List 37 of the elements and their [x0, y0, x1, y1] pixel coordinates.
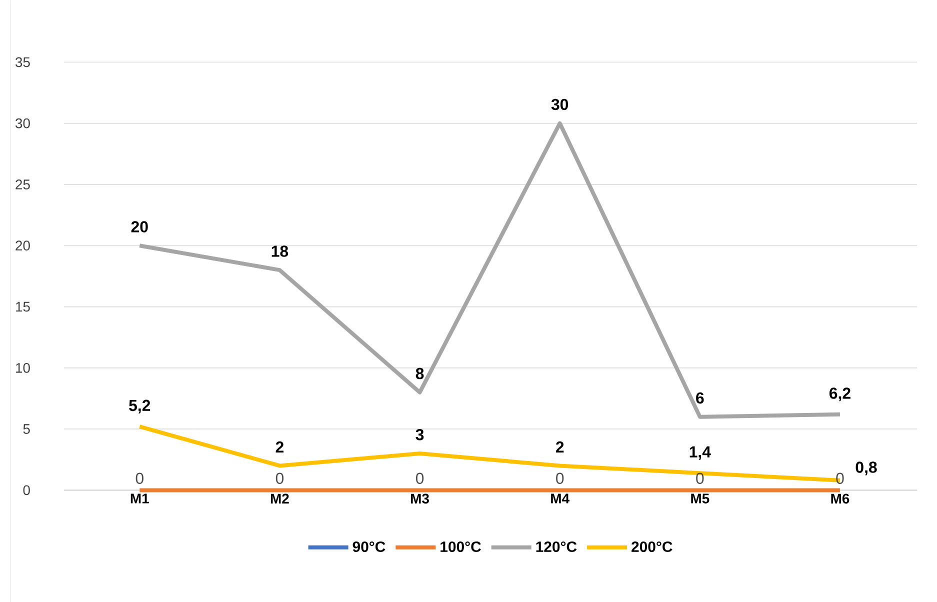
data-label: 6: [696, 392, 704, 404]
x-tick-label: M3: [411, 494, 429, 504]
data-label: 2: [556, 441, 564, 452]
legend-label: 90°C: [352, 541, 386, 552]
x-tick-label: M2: [270, 494, 289, 504]
x-tick-label: M1: [130, 494, 149, 504]
data-label: 2: [276, 441, 284, 452]
data-label: 0: [696, 472, 704, 484]
y-tick-label: 25: [16, 179, 30, 190]
data-label: 18: [272, 245, 288, 257]
data-label: 5,2: [129, 400, 150, 414]
data-label: 30: [551, 98, 568, 110]
legend-label: 100°C: [440, 541, 481, 552]
y-tick-label: 5: [23, 424, 30, 434]
x-tick-label: M6: [831, 494, 850, 504]
data-label: 1,4: [690, 446, 711, 460]
data-label: 8: [416, 368, 424, 379]
data-label: 0: [416, 472, 424, 484]
legend-label: 120°C: [536, 541, 577, 552]
data-label: 0: [276, 472, 284, 484]
y-tick-label: 10: [16, 362, 30, 373]
data-label: 0: [136, 472, 144, 484]
y-tick-label: 20: [16, 240, 30, 250]
x-tick-label: M5: [691, 494, 710, 504]
y-tick-label: 30: [16, 118, 30, 128]
x-tick-label: M4: [551, 494, 570, 504]
line-series: [138, 424, 842, 482]
data-label: 6,2: [829, 387, 850, 401]
data-label: 20: [131, 220, 148, 232]
y-tick-label: 35: [16, 57, 30, 67]
data-label: 0: [836, 472, 844, 484]
data-label: 0,8: [856, 461, 877, 476]
data-label: 3: [416, 428, 424, 440]
data-label: 0: [556, 472, 564, 484]
y-tick-label: 0: [23, 485, 30, 495]
y-tick-label: 15: [16, 302, 30, 312]
legend-label: 200°C: [632, 541, 672, 552]
